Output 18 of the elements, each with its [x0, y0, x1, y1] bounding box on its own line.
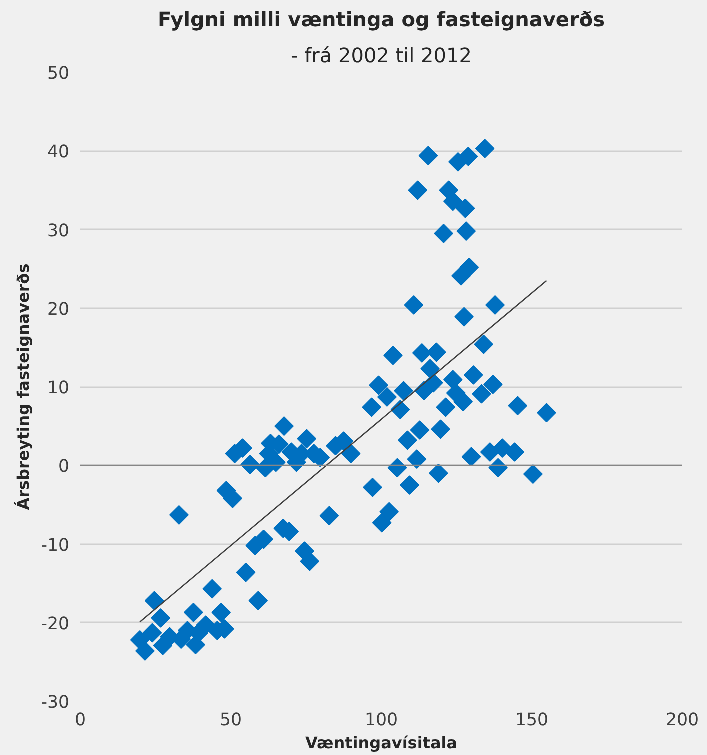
- x-tick-label: 50: [220, 710, 242, 730]
- y-tick-label: 20: [47, 300, 70, 320]
- chart-title: Fylgni milli væntinga og fasteignaverðs: [158, 8, 605, 32]
- x-tick-label: 0: [74, 710, 86, 730]
- y-tick-label: 10: [47, 378, 70, 398]
- y-tick-label: 30: [47, 221, 70, 242]
- x-tick-label: 200: [666, 710, 700, 730]
- y-tick-label: -30: [41, 693, 70, 713]
- y-tick-label: 40: [47, 142, 70, 163]
- y-tick-label: -10: [41, 536, 70, 556]
- x-tick-label: 100: [364, 710, 398, 730]
- chart-subtitle: - frá 2002 til 2012: [291, 44, 472, 68]
- y-tick-label: 50: [47, 64, 70, 84]
- x-axis-title: Væntingavísitala: [305, 734, 458, 752]
- x-tick-label: 150: [515, 710, 549, 730]
- y-tick-label: -20: [41, 614, 70, 634]
- y-axis-title: Ársbreyting fasteignaverðs: [14, 264, 34, 510]
- y-tick-label: 0: [58, 457, 70, 478]
